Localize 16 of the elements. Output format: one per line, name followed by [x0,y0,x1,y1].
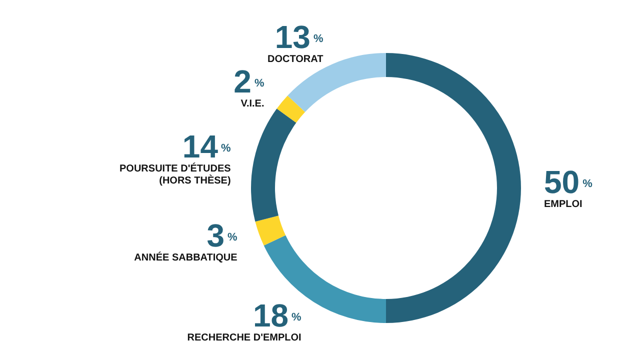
data-label: 50$^{%}$ [544,164,593,200]
data-label: 3$^{%}$ [206,218,238,254]
slice-label: RECHERCHE D'EMPLOI [187,332,302,344]
data-label: 14$^{%}$ [182,128,232,164]
slice-label: V.I.E. [240,98,264,110]
slice-label: POURSUITE D'ÉTUDES (HORS THÈSE) [120,162,232,186]
donut-slice [251,108,296,222]
data-label: 2$^{%}$ [234,63,264,100]
slice-label: ANNÉE SABBATIQUE [134,252,238,264]
data-label: 13$^{%}$ [274,18,324,55]
donut-slice [276,96,306,123]
donut-slice [386,53,521,323]
data-label: 18$^{%}$ [252,297,302,334]
donut-slice [255,216,286,246]
slice-label: DOCTORAT [268,54,324,65]
slice-label: EMPLOI [544,199,583,210]
